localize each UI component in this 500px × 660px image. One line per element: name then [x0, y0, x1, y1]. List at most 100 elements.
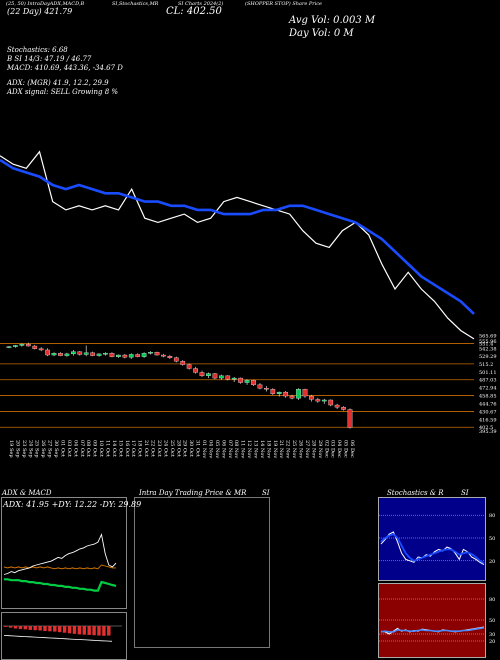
candle-body [161, 354, 166, 357]
date-tick: 19 Nov [272, 440, 278, 458]
date-tick: 03 Dec [330, 440, 336, 458]
date-tick: 05 Nov [214, 440, 220, 458]
date-tick: 18 Oct [137, 440, 143, 457]
candle-body [173, 357, 179, 362]
chart-tag-4: (SHOPPER STOP) Share Price [245, 1, 323, 7]
date-tick: 02 Dec [323, 440, 329, 458]
candle-body [77, 351, 83, 355]
macd-bar [77, 626, 82, 635]
indicator-adx-signal: ADX signal: SELL Growing 8 % [7, 88, 119, 96]
candle-body [251, 380, 256, 385]
ma-blue-line [0, 158, 475, 315]
candle-body [32, 345, 38, 349]
candle-body [289, 395, 295, 399]
date-tick: 18 Nov [265, 440, 271, 458]
macd-bar [87, 626, 91, 635]
macd-bar [48, 626, 52, 632]
date-tick: 24 Oct [162, 440, 168, 457]
candle-body [13, 345, 18, 347]
date-tick: 04 Oct [72, 440, 78, 457]
date-tick: 23 Sep [21, 440, 27, 458]
candle-body [328, 399, 334, 406]
date-tick: 25 Sep [34, 440, 40, 458]
candle-body [347, 409, 353, 428]
chart-tag-2: SI,Stochastics,MR [112, 1, 159, 7]
candle-body [231, 377, 237, 380]
date-tick: 11 Nov [240, 440, 246, 458]
ma-white-line [0, 150, 475, 340]
macd-bar [102, 626, 106, 636]
date-tick: 05 Dec [343, 440, 349, 458]
date-tick: 21 Nov [278, 440, 284, 458]
macd-bar [58, 626, 62, 633]
macd-bar [43, 626, 47, 632]
price-tick: 458.85 [479, 394, 497, 400]
date-tick: 22 Oct [150, 440, 156, 457]
candle-body [148, 352, 153, 354]
date-tick: 28 Oct [175, 440, 181, 457]
candle-body [212, 373, 218, 379]
price-tick: 472.94 [479, 386, 497, 392]
candle-body [276, 391, 282, 394]
date-tick: 12 Nov [246, 440, 252, 458]
price-tick: 542.38 [479, 347, 497, 353]
adx-values: ADX: 41.95 +DY: 12.22 -DY: 29.89 [3, 500, 142, 509]
candle-body [6, 346, 12, 348]
stoch-d-line [380, 533, 485, 564]
candle-body [199, 372, 205, 376]
day-vol: Day Vol: 0 M [289, 28, 354, 39]
price-tick: 555.96 [479, 339, 497, 345]
chart-tag-1: (25, 50) IntraDayADX,MACD,B [6, 1, 85, 7]
price-tick: 395.39 [479, 429, 497, 435]
price-tick: 416.59 [479, 417, 497, 423]
price-tick: 402.5 [479, 425, 493, 431]
rsi-tick: 30 [489, 632, 495, 638]
candle-body [83, 352, 89, 355]
macd-bar [18, 626, 23, 630]
candle-body [64, 353, 70, 356]
indicator-adx: ADX: (MGR) 41.9, 12.2, 29.9 [7, 79, 109, 87]
candle-body [296, 389, 301, 399]
date-tick: 27 Nov [304, 440, 310, 458]
date-tick: 06 Dec [349, 440, 355, 458]
candle-body [186, 364, 192, 369]
date-tick: 30 Sep [53, 440, 59, 458]
price-tick: 529.29 [479, 354, 497, 360]
candle-body [103, 353, 108, 355]
candle-body [315, 399, 321, 402]
candle-body [109, 353, 115, 357]
date-tick: 28 Nov [310, 440, 316, 458]
price-tick: 444.76 [479, 401, 497, 407]
date-tick: 15 Oct [117, 440, 123, 457]
date-tick: 06 Nov [220, 440, 226, 458]
adx-title: ADX & MACD [2, 489, 52, 497]
minus-di-line [3, 564, 116, 570]
price-tick: 565.69 [479, 334, 497, 340]
indicator-si: B SI 14/3: 47.19 / 46.77 [7, 55, 92, 63]
rsi-panel [378, 583, 486, 658]
date-tick: 03 Oct [66, 440, 72, 457]
date-tick: 22 Nov [285, 440, 291, 458]
candle-body [116, 354, 121, 357]
macd-bar [92, 626, 96, 636]
date-tick: 17 Oct [130, 440, 136, 457]
candle-body [96, 353, 102, 356]
candle-body [206, 373, 211, 376]
macd-bar [53, 626, 57, 632]
candle-body [218, 375, 224, 379]
macd-bar [28, 626, 32, 630]
date-tick: 16 Oct [124, 440, 130, 457]
intraday-panel [134, 497, 270, 648]
date-tick: 27 Sep [47, 440, 53, 458]
macd-bar [33, 626, 37, 631]
date-tick: 04 Dec [336, 440, 342, 458]
date-tick: 20 Sep [14, 440, 20, 458]
candle-body [51, 353, 57, 356]
date-tick: 01 Nov [201, 440, 207, 458]
candle-body [58, 353, 63, 356]
macd-bar [23, 626, 28, 630]
macd-bar [62, 626, 67, 633]
